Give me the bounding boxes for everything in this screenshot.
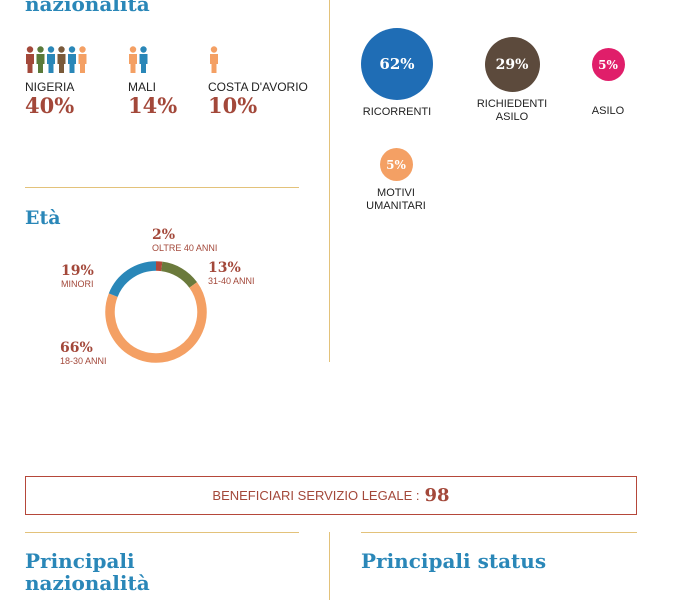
title-line-2: nazionalità	[25, 571, 150, 595]
slice-category: MINORI	[61, 279, 94, 289]
status-label: RICHIEDENTI ASILO	[476, 98, 548, 123]
country-percent: 10%	[208, 93, 258, 118]
status-percent: 62%	[379, 55, 415, 73]
country-name: COSTA D'AVORIO	[208, 80, 308, 94]
title-line-1: Principali	[25, 549, 135, 573]
person-icon	[57, 46, 66, 73]
slice-category: 18-30 ANNI	[60, 356, 107, 366]
eta-title: Età	[25, 207, 61, 229]
person-icon	[78, 46, 87, 73]
status-label: ASILO	[591, 105, 625, 117]
bottom-nationality-title: Principali nazionalità	[25, 550, 150, 594]
status-richiedenti-asilo: 29% RICHIEDENTI ASILO	[452, 37, 572, 124]
status-circle: 5%	[591, 48, 625, 81]
eta-donut-chart	[105, 261, 207, 363]
slice-category: 31-40 ANNI	[208, 276, 255, 286]
person-icon	[47, 46, 55, 73]
left-divider	[25, 187, 299, 188]
nationality-title-tail: nazionalità	[25, 0, 150, 16]
country-name: MALI	[128, 80, 157, 94]
status-circle: 5%	[379, 148, 413, 181]
center-divider-bottom	[329, 532, 330, 600]
status-circle: 29%	[484, 37, 540, 92]
people-icon-group	[128, 46, 177, 74]
slice-percent: 2%	[152, 227, 176, 243]
person-icon	[129, 46, 137, 73]
person-icon	[68, 46, 76, 73]
center-divider-top	[329, 0, 330, 362]
status-circle: 62%	[361, 28, 433, 100]
country-percent: 40%	[25, 93, 75, 118]
people-icon-group	[25, 46, 89, 74]
slice-percent: 19%	[61, 263, 94, 279]
bottom-status-title: Principali status	[361, 549, 547, 573]
status-ricorrenti: 62% RICORRENTI	[337, 28, 457, 119]
status-percent: 5%	[598, 57, 618, 72]
country-name: NIGERIA	[25, 80, 75, 94]
person-icon	[210, 46, 218, 73]
donut-slice-minori	[108, 261, 157, 298]
donut-slice-31-40-anni	[160, 261, 198, 288]
country-mali: MALI 14%	[128, 46, 177, 118]
bottom-divider-left	[25, 532, 299, 533]
slice-percent: 13%	[208, 260, 241, 276]
legal-service-banner: BENEFICIARI SERVIZIO LEGALE : 98	[25, 476, 637, 515]
label-18-30: 66% 18-30 ANNI	[60, 341, 107, 367]
bottom-divider-right	[361, 532, 637, 533]
person-icon	[26, 46, 34, 73]
country-nigeria: NIGERIA 40%	[25, 46, 89, 118]
status-label: MOTIVI UMANITARI	[366, 187, 426, 212]
status-asilo: 5% ASILO	[548, 48, 668, 118]
label-31-40: 13% 31-40 ANNI	[208, 261, 255, 287]
label-oltre-40: 2% OLTRE 40 ANNI	[152, 228, 217, 254]
person-icon	[208, 46, 308, 74]
status-percent: 29%	[495, 56, 529, 73]
label-minori: 19% MINORI	[61, 264, 94, 290]
status-motivi-umanitari: 5% MOTIVI UMANITARI	[336, 148, 456, 213]
slice-percent: 66%	[60, 340, 93, 356]
country-costa-davorio: COSTA D'AVORIO 10%	[208, 46, 308, 118]
country-percent: 14%	[128, 93, 178, 118]
status-percent: 5%	[386, 157, 406, 172]
status-label: RICORRENTI	[362, 106, 432, 118]
banner-value: 98	[424, 485, 450, 506]
donut-slice-18-30-anni	[105, 282, 207, 363]
person-icon	[139, 46, 148, 73]
person-icon	[36, 46, 45, 73]
slice-category: OLTRE 40 ANNI	[152, 243, 218, 253]
banner-label: BENEFICIARI SERVIZIO LEGALE :	[212, 488, 420, 503]
